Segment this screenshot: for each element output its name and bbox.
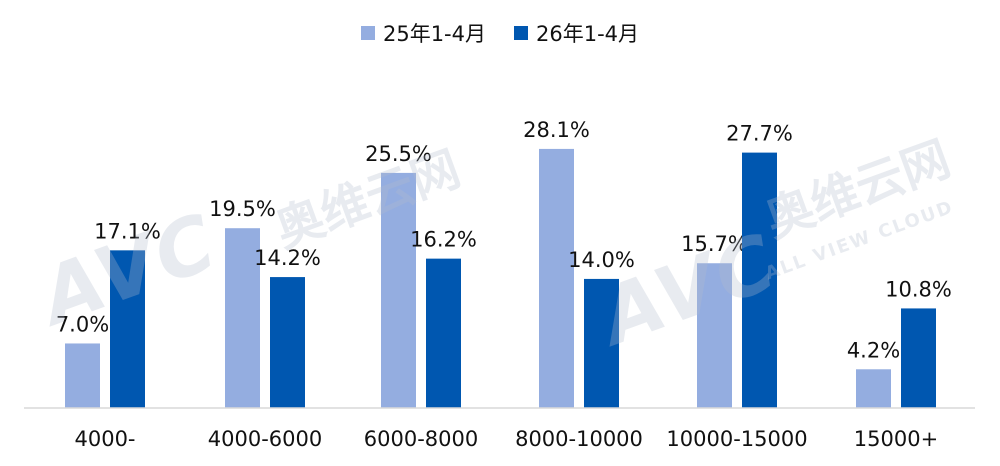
bar-series-2-2 [426, 258, 461, 408]
data-label-series-2-0: 17.1% [94, 219, 161, 243]
data-label-series-1-3: 28.1% [523, 118, 590, 142]
bar-series-1-4 [697, 263, 732, 408]
legend-swatch-series-1 [360, 26, 375, 40]
data-label-series-1-1: 19.5% [209, 197, 276, 221]
legend-label-series-2: 26年1-4月 [536, 22, 640, 46]
legend-item-series-2: 26年1-4月 [514, 18, 639, 48]
bar-series-2-0 [110, 250, 145, 408]
bar-series-2-3 [584, 278, 619, 408]
data-label-series-1-2: 25.5% [365, 142, 432, 166]
chart-legend: 25年1-4月 26年1-4月 [0, 18, 1000, 48]
data-label-series-2-5: 10.8% [885, 277, 952, 301]
x-tick-label-5: 15000+ [854, 427, 938, 451]
data-label-series-2-4: 27.7% [726, 122, 793, 146]
legend-swatch-series-2 [514, 26, 528, 40]
legend-label-series-1: 25年1-4月 [382, 22, 486, 46]
bar-series-1-3 [539, 148, 574, 408]
x-tick-label-2: 6000-8000 [364, 427, 478, 451]
data-label-series-2-2: 16.2% [410, 228, 477, 252]
data-label-series-1-5: 4.2% [847, 338, 900, 362]
legend-item-series-1: 25年1-4月 [360, 18, 486, 48]
bar-series-2-1 [270, 277, 305, 408]
bar-series-2-4 [742, 152, 777, 408]
x-tick-label-3: 8000-10000 [515, 427, 643, 451]
x-tick-label-0: 4000- [74, 427, 135, 451]
data-label-series-1-4: 15.7% [681, 232, 748, 256]
x-tick-label-1: 4000-6000 [208, 427, 322, 451]
bar-series-2-5 [901, 308, 936, 408]
bar-series-1-5 [856, 369, 891, 408]
bar-series-1-2 [381, 172, 416, 408]
bar-series-1-0 [65, 343, 100, 408]
x-tick-label-4: 10000-15000 [666, 427, 807, 451]
bar-series-1-1 [225, 228, 260, 408]
data-label-series-1-0: 7.0% [56, 312, 109, 336]
data-label-series-2-1: 14.2% [254, 246, 321, 270]
data-label-series-2-3: 14.0% [568, 248, 635, 272]
